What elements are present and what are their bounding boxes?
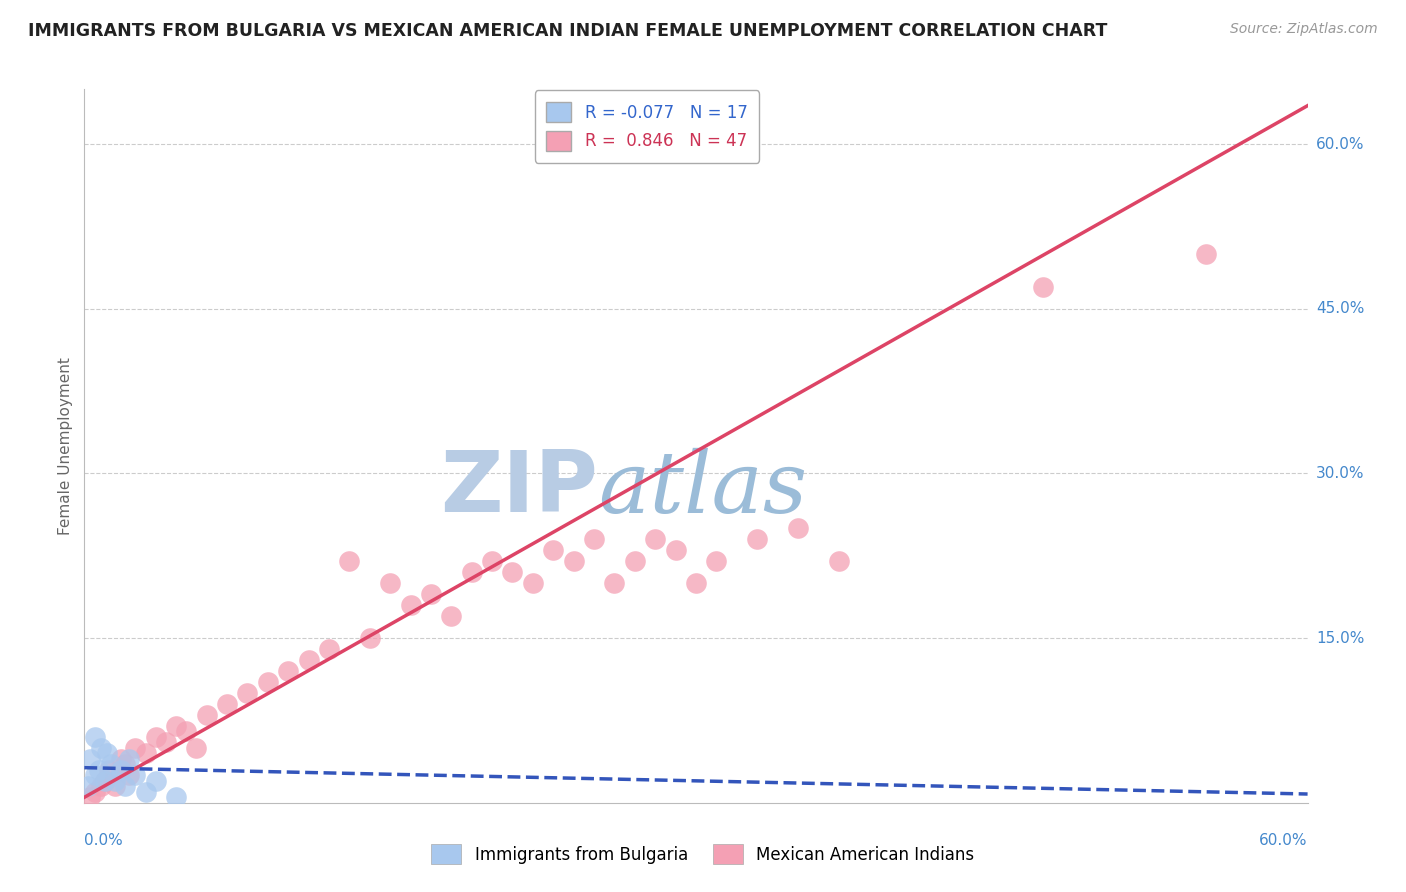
Point (440, 609, 463, 624)
Point (277, 664, 299, 678)
Text: IMMIGRANTS FROM BULGARIA VS MEXICAN AMERICAN INDIAN FEMALE UNEMPLOYMENT CORRELAT: IMMIGRANTS FROM BULGARIA VS MEXICAN AMER… (28, 22, 1108, 40)
Point (83, 785, 105, 799)
Point (186, 740, 208, 755)
Point (257, 675, 280, 690)
Point (339, 554, 361, 568)
Point (93, 773, 115, 788)
Text: 60.0%: 60.0% (1316, 136, 1364, 152)
Text: ZIP: ZIP (440, 447, 598, 531)
Point (1032, 280, 1054, 294)
Text: 60.0%: 60.0% (1260, 833, 1308, 848)
Point (583, 533, 606, 547)
Point (1195, 247, 1218, 261)
Point (165, 719, 187, 733)
Point (90, 780, 112, 794)
Point (135, 785, 157, 799)
Point (665, 543, 688, 558)
Point (298, 653, 321, 667)
Point (135, 747, 157, 761)
Point (195, 708, 218, 723)
Point (100, 757, 122, 772)
Point (706, 554, 728, 568)
Point (562, 554, 585, 568)
Point (217, 697, 239, 711)
Point (110, 752, 132, 766)
Y-axis label: Female Unemployment: Female Unemployment (58, 357, 73, 535)
Point (787, 521, 810, 535)
Text: 45.0%: 45.0% (1316, 301, 1364, 317)
Point (543, 543, 565, 558)
Text: 15.0%: 15.0% (1316, 631, 1364, 646)
Point (79, 790, 101, 805)
Point (97, 763, 120, 777)
Point (644, 533, 666, 547)
Point (165, 790, 187, 805)
Point (114, 757, 136, 772)
Point (96, 747, 118, 761)
Point (318, 642, 340, 657)
Point (93, 773, 115, 788)
Point (114, 780, 136, 794)
Point (522, 576, 544, 591)
Point (118, 768, 141, 782)
Point (104, 773, 127, 788)
Point (77, 780, 100, 794)
Point (83, 730, 105, 744)
Point (155, 735, 177, 749)
Point (104, 780, 127, 794)
Point (145, 730, 167, 744)
Text: 0.0%: 0.0% (84, 833, 124, 848)
Legend: Immigrants from Bulgaria, Mexican American Indians: Immigrants from Bulgaria, Mexican Americ… (425, 838, 981, 871)
Point (87, 763, 110, 777)
Text: 30.0%: 30.0% (1316, 466, 1364, 481)
Point (79, 752, 101, 766)
Text: atlas: atlas (598, 448, 807, 530)
Point (110, 763, 132, 777)
Point (174, 724, 197, 739)
Point (502, 566, 524, 580)
Point (603, 576, 626, 591)
Point (236, 686, 259, 700)
Text: Source: ZipAtlas.com: Source: ZipAtlas.com (1230, 22, 1378, 37)
Point (685, 576, 707, 591)
Point (624, 554, 647, 568)
Point (124, 768, 146, 782)
Point (145, 773, 167, 788)
Point (83, 768, 105, 782)
Point (90, 740, 112, 755)
Point (124, 740, 146, 755)
Point (399, 598, 422, 612)
Legend: R = -0.077   N = 17, R =  0.846   N = 47: R = -0.077 N = 17, R = 0.846 N = 47 (534, 90, 759, 162)
Point (420, 587, 443, 601)
Point (828, 554, 851, 568)
Point (380, 576, 402, 591)
Point (359, 631, 381, 645)
Point (461, 566, 484, 580)
Point (481, 554, 503, 568)
Point (747, 533, 769, 547)
Point (118, 752, 141, 766)
